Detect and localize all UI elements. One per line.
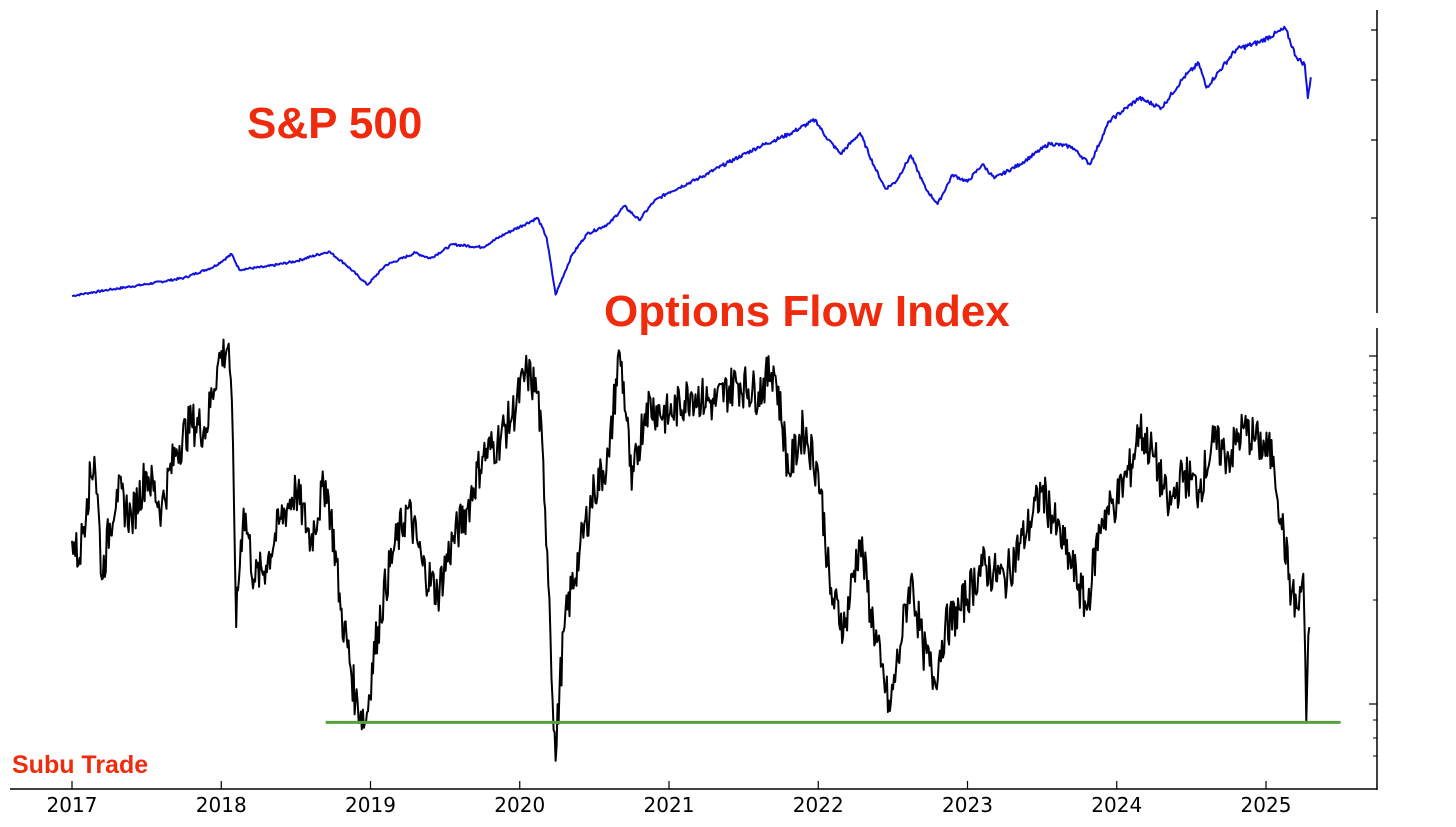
sp500-right-axis [1371, 10, 1378, 313]
options-flow-line [71, 338, 1311, 762]
subu-trade-watermark: Subu Trade [12, 751, 148, 779]
options-flow-title: Options Flow Index [604, 287, 1010, 336]
x-tick-label: 2022 [793, 793, 844, 817]
series-lines [71, 25, 1341, 762]
sp500-title: S&P 500 [247, 99, 422, 148]
x-tick-label: 2023 [942, 793, 993, 817]
x-tick-label: 2024 [1091, 793, 1142, 817]
x-tick-label: 2018 [196, 793, 247, 817]
sp500-line [71, 25, 1312, 298]
x-tick-label: 2021 [644, 793, 695, 817]
x-tick-label: 2020 [494, 793, 545, 817]
x-tick-label: 2019 [345, 793, 396, 817]
options-flow-right-axis [1369, 328, 1378, 790]
x-tick-label: 2017 [47, 793, 98, 817]
x-tick-labels: 2017 2018 2019 2020 2021 2022 2023 2024 2025 [47, 781, 1292, 817]
x-tick-label: 2025 [1241, 793, 1292, 817]
